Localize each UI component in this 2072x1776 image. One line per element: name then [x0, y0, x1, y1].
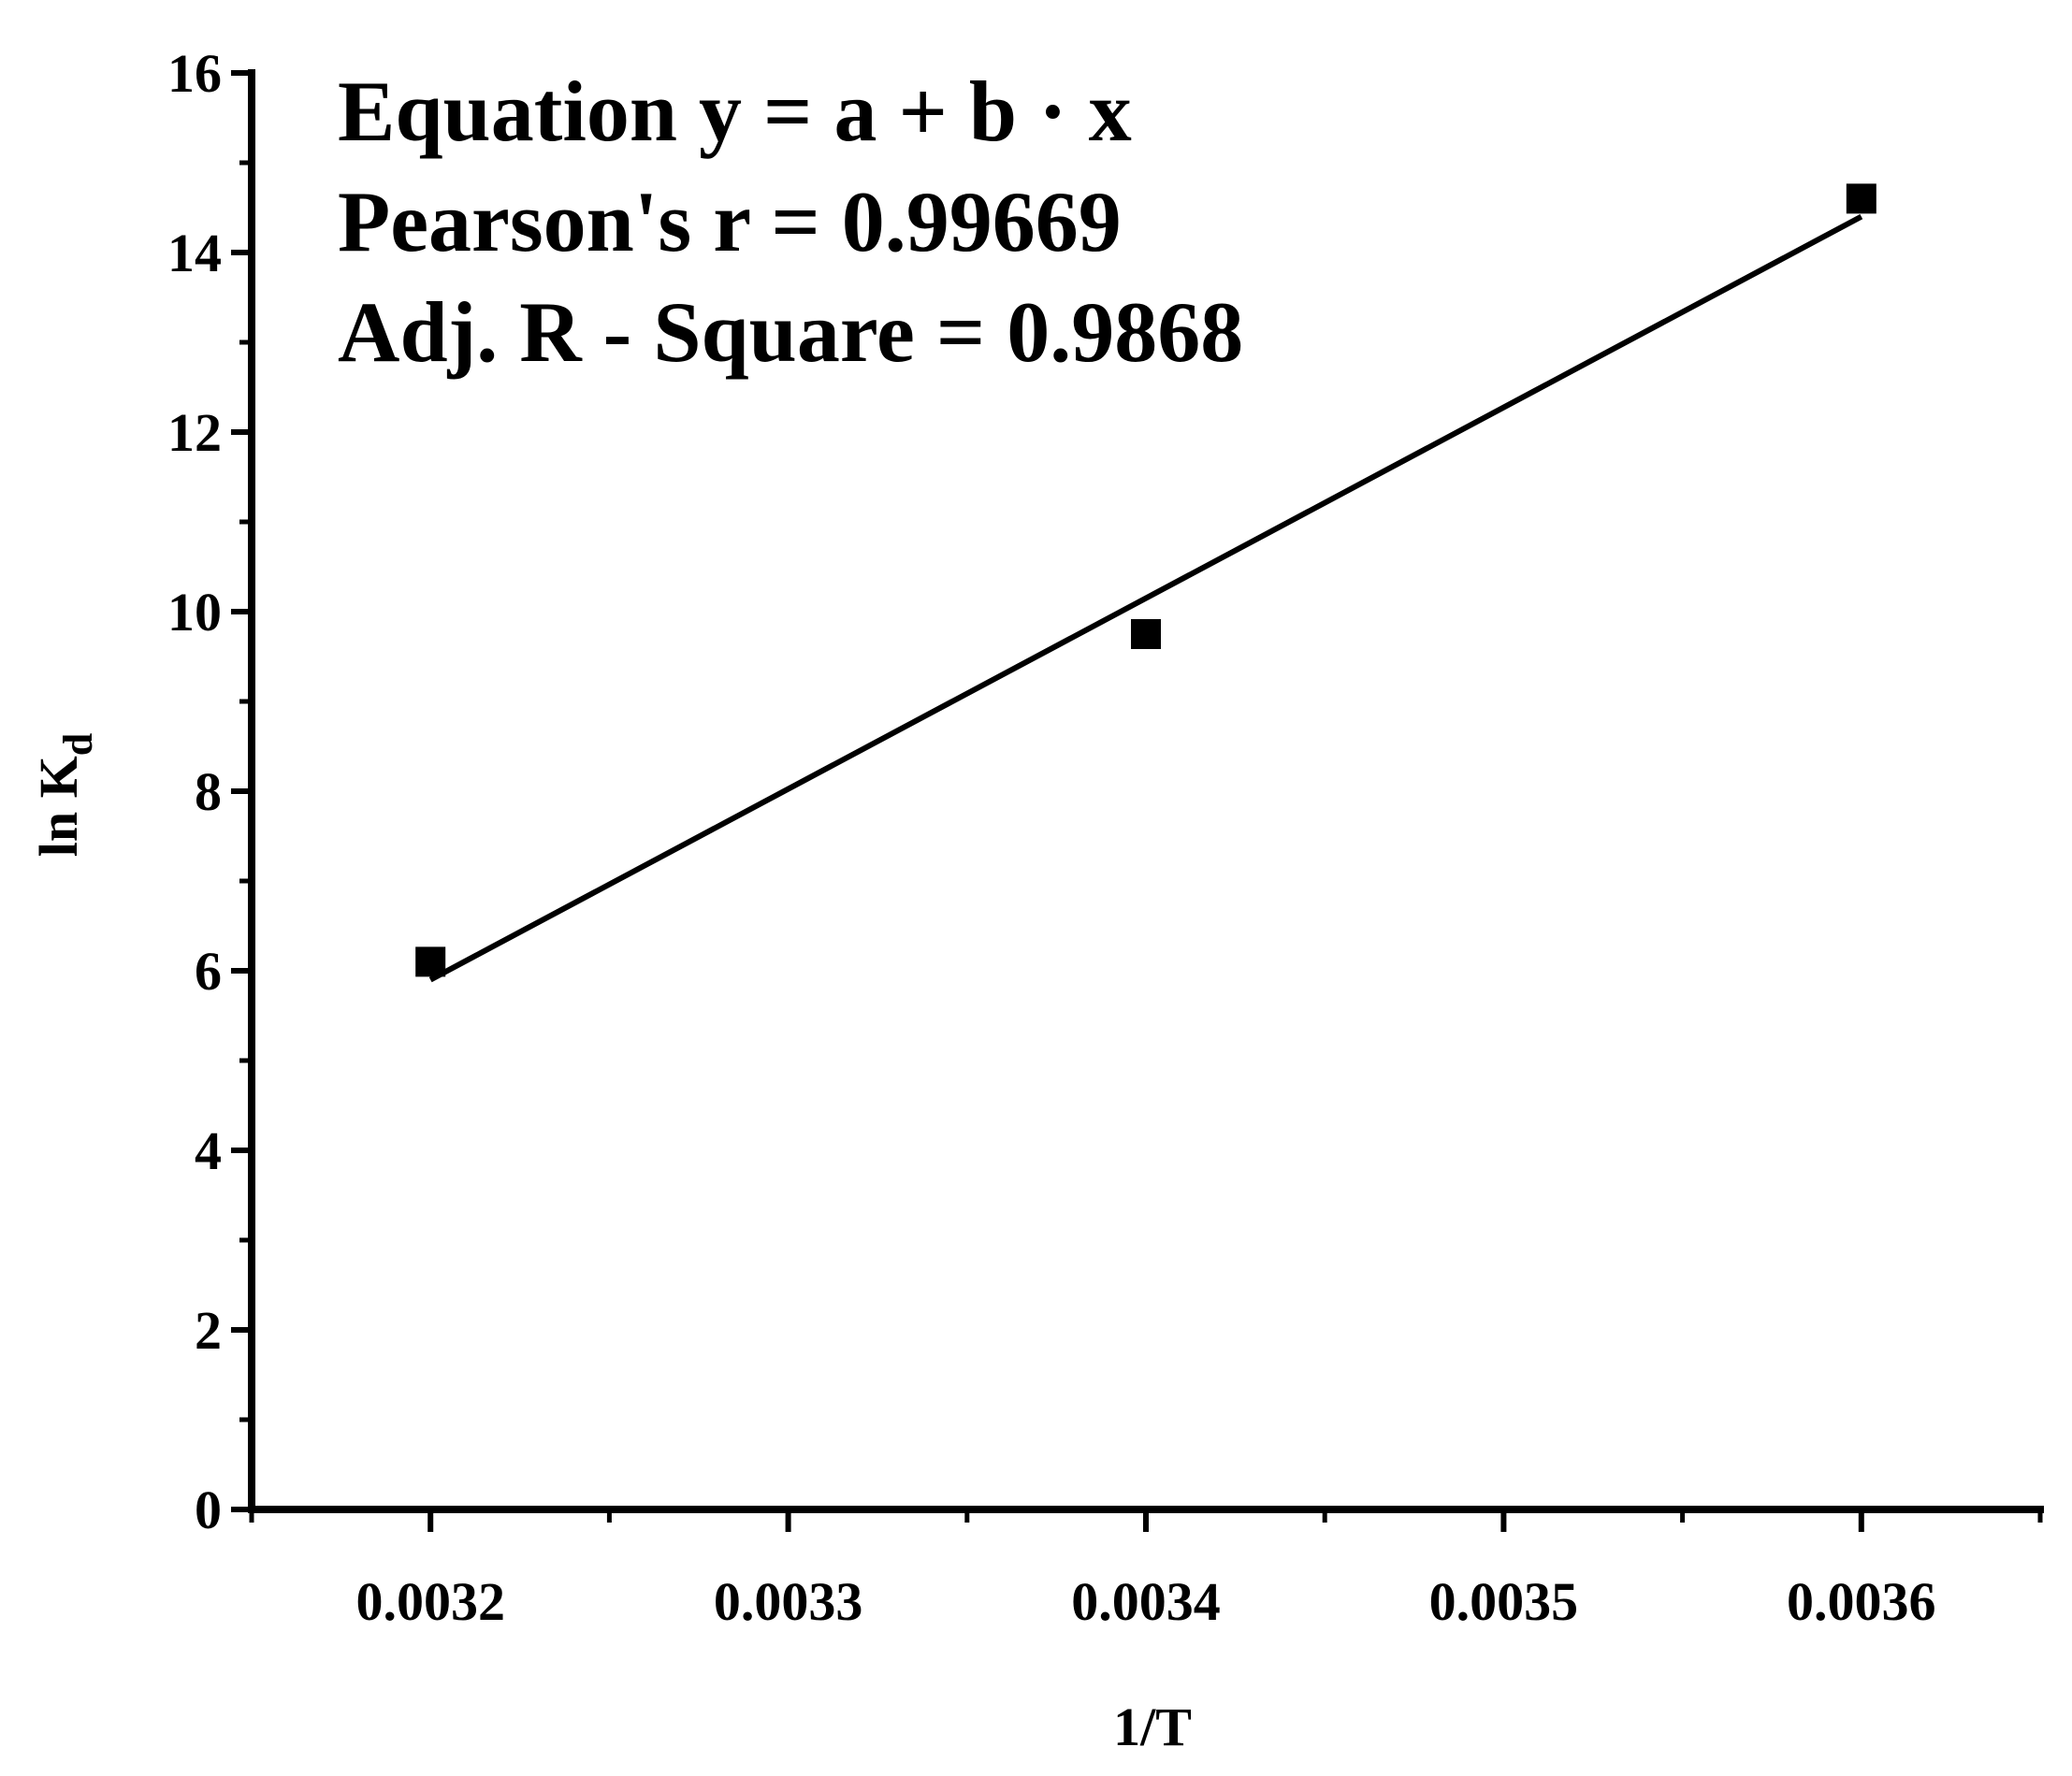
annotation: Adj. R - Square = 0.9868 — [338, 284, 1243, 380]
annotation: Equation y = a + b · x — [338, 64, 1132, 159]
data-point — [1846, 183, 1876, 214]
y-tick-label: 4 — [195, 1120, 222, 1181]
annotation: Pearson's r = 0.99669 — [338, 174, 1122, 269]
x-tick-label: 0.0034 — [1071, 1571, 1221, 1632]
data-point — [415, 946, 446, 977]
y-tick-label: 12 — [167, 402, 222, 463]
y-axis-label-main: ln K — [28, 756, 89, 857]
data-point — [1131, 619, 1161, 649]
x-tick-label: 0.0032 — [355, 1571, 505, 1632]
x-tick-label: 0.0035 — [1429, 1571, 1579, 1632]
y-tick-label: 16 — [167, 43, 222, 104]
fit-line — [428, 213, 1863, 983]
y-tick-label: 6 — [195, 941, 222, 1002]
y-tick-label: 10 — [167, 582, 222, 643]
y-axis-label-subscript: d — [55, 733, 101, 756]
x-tick-label: 0.0033 — [714, 1571, 863, 1632]
y-tick-label: 0 — [195, 1480, 222, 1540]
y-tick-label: 14 — [167, 223, 222, 283]
x-axis-label: 1/T — [1113, 1697, 1192, 1757]
y-tick-label: 2 — [195, 1300, 222, 1361]
y-axis-label: ln Kd — [28, 733, 101, 857]
y-tick-label: 8 — [195, 761, 222, 822]
x-tick-label: 0.0036 — [1787, 1571, 1936, 1632]
